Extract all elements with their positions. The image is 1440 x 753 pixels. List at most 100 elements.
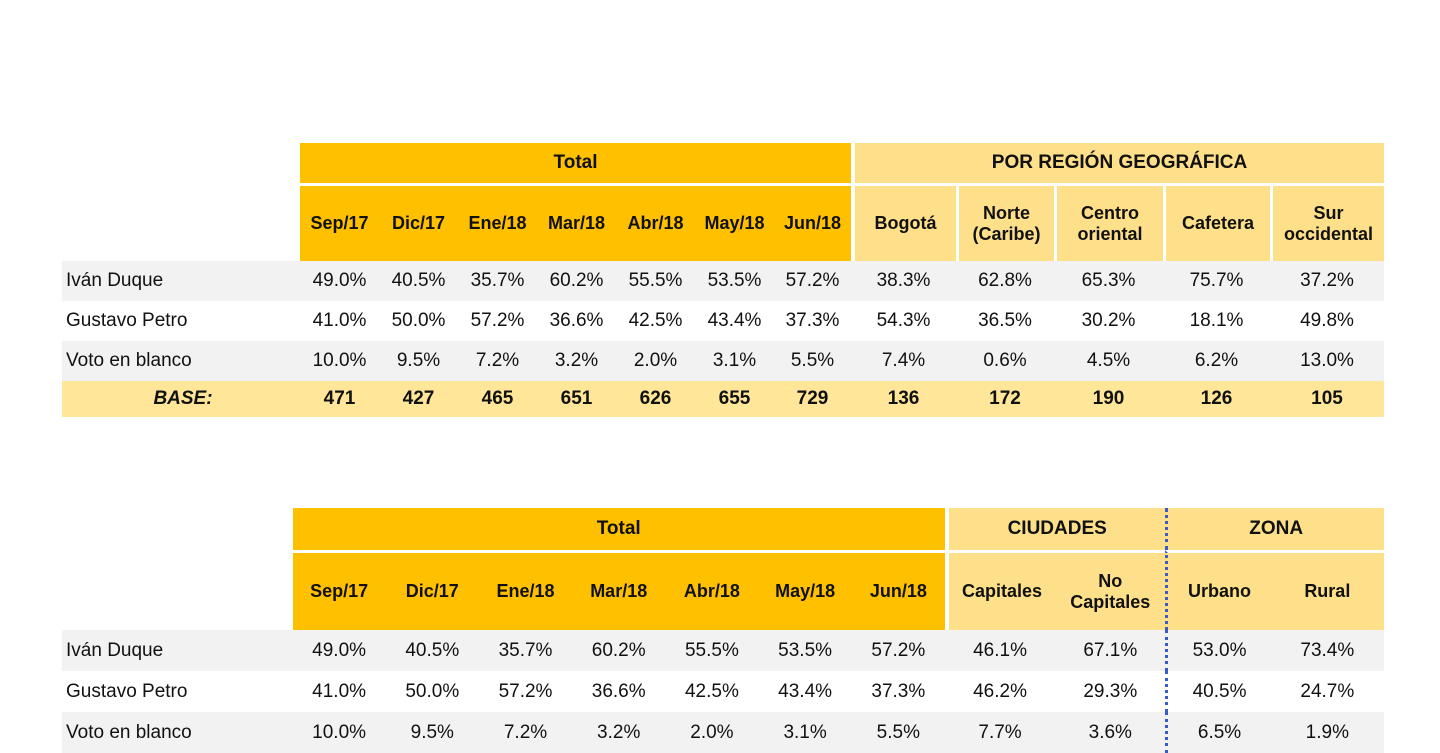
base-value-cell: 427 xyxy=(379,381,458,417)
value-cell: 7.2% xyxy=(458,341,537,381)
region-header: Bogotá xyxy=(851,183,957,261)
value-cell: 4.5% xyxy=(1054,341,1164,381)
region-header: Cafetera xyxy=(1163,183,1271,261)
value-cell: 46.2% xyxy=(944,671,1056,712)
value-cell: 73.4% xyxy=(1270,630,1384,671)
base-value-cell: 105 xyxy=(1270,381,1385,417)
value-cell: 46.1% xyxy=(944,630,1056,671)
month-header: May/18 xyxy=(695,183,774,261)
base-value-cell: 471 xyxy=(300,381,379,417)
row-label: Voto en blanco xyxy=(62,341,300,381)
value-cell: 7.2% xyxy=(478,712,573,753)
month-header: Dic/17 xyxy=(379,183,458,261)
table-row: Gustavo Petro 41.0% 50.0% 57.2% 36.6% 42.5% 43… xyxy=(62,671,1384,712)
value-cell: 3.2% xyxy=(537,341,616,381)
value-cell: 53.5% xyxy=(758,630,852,671)
value-cell: 2.0% xyxy=(665,712,759,753)
region-header: Sur occidental xyxy=(1270,183,1385,261)
table-row: Voto en blanco 10.0% 9.5% 7.2% 3.2% 2.0% 3.1% 5… xyxy=(62,341,1385,381)
base-value-cell: 172 xyxy=(956,381,1055,417)
base-value-cell: 729 xyxy=(774,381,852,417)
region-header: Norte (Caribe) xyxy=(956,183,1055,261)
ciudades-header: No Capitales xyxy=(1055,550,1166,630)
value-cell: 38.3% xyxy=(851,261,957,301)
row-label: Voto en blanco xyxy=(62,712,293,753)
value-cell: 37.2% xyxy=(1270,261,1385,301)
value-cell: 9.5% xyxy=(379,341,458,381)
month-header: Ene/18 xyxy=(458,183,537,261)
value-cell: 53.5% xyxy=(695,261,774,301)
value-cell: 43.4% xyxy=(758,671,852,712)
table-row: Iván Duque 49.0% 40.5% 35.7% 60.2% 55.5% 53.5%… xyxy=(62,261,1385,301)
table-row: Iván Duque 49.0% 40.5% 35.7% 60.2% 55.5% 53.5%… xyxy=(62,630,1384,671)
base-value-cell: 655 xyxy=(695,381,774,417)
value-cell: 3.2% xyxy=(572,712,666,753)
zona-header: Rural xyxy=(1270,550,1384,630)
value-cell: 7.7% xyxy=(944,712,1056,753)
value-cell: 1.9% xyxy=(1270,712,1384,753)
value-cell: 5.5% xyxy=(851,712,945,753)
month-header: Sep/17 xyxy=(292,550,386,630)
value-cell: 65.3% xyxy=(1054,261,1164,301)
value-cell: 3.1% xyxy=(695,341,774,381)
cities-zone-table: Total CIUDADES ZONA Sep/17 Dic/17 Ene/18… xyxy=(62,508,1384,753)
value-cell: 6.5% xyxy=(1165,712,1271,753)
value-cell: 57.2% xyxy=(851,630,945,671)
zona-header: Urbano xyxy=(1165,550,1271,630)
value-cell: 18.1% xyxy=(1163,301,1271,341)
month-header: Abr/18 xyxy=(616,183,695,261)
value-cell: 42.5% xyxy=(665,671,759,712)
base-value-cell: 626 xyxy=(616,381,695,417)
value-cell: 6.2% xyxy=(1163,341,1271,381)
value-cell: 37.3% xyxy=(774,301,852,341)
value-cell: 43.4% xyxy=(695,301,774,341)
month-header: Sep/17 xyxy=(300,183,379,261)
region-table: Total POR REGIÓN GEOGRÁFICA Sep/17 Dic/1… xyxy=(62,143,1385,417)
base-row: BASE: 471 427 465 651 626 655 729 136 172 190 126 10… xyxy=(62,381,1385,417)
table-row: Voto en blanco 10.0% 9.5% 7.2% 3.2% 2.0% 3.1% 5… xyxy=(62,712,1384,753)
value-cell: 62.8% xyxy=(956,261,1055,301)
value-cell: 54.3% xyxy=(851,301,957,341)
value-cell: 42.5% xyxy=(616,301,695,341)
total-group-header: Total xyxy=(300,143,852,183)
value-cell: 13.0% xyxy=(1270,341,1385,381)
value-cell: 50.0% xyxy=(385,671,479,712)
value-cell: 55.5% xyxy=(665,630,759,671)
value-cell: 40.5% xyxy=(385,630,479,671)
value-cell: 35.7% xyxy=(478,630,573,671)
value-cell: 53.0% xyxy=(1165,630,1271,671)
month-header: Dic/17 xyxy=(385,550,479,630)
value-cell: 60.2% xyxy=(572,630,666,671)
value-cell: 24.7% xyxy=(1270,671,1384,712)
row-label: Gustavo Petro xyxy=(62,301,300,341)
row-label: Iván Duque xyxy=(62,630,293,671)
month-header: May/18 xyxy=(758,550,852,630)
value-cell: 7.4% xyxy=(851,341,957,381)
value-cell: 36.6% xyxy=(572,671,666,712)
base-value-cell: 651 xyxy=(537,381,616,417)
value-cell: 3.6% xyxy=(1055,712,1166,753)
value-cell: 57.2% xyxy=(478,671,573,712)
value-cell: 40.5% xyxy=(379,261,458,301)
region-group-header: POR REGIÓN GEOGRÁFICA xyxy=(851,143,1385,183)
value-cell: 49.0% xyxy=(300,261,379,301)
base-value-cell: 126 xyxy=(1163,381,1271,417)
value-cell: 49.0% xyxy=(292,630,386,671)
zona-group-header: ZONA xyxy=(1165,508,1384,550)
value-cell: 0.6% xyxy=(956,341,1055,381)
base-value-cell: 465 xyxy=(458,381,537,417)
value-cell: 37.3% xyxy=(851,671,945,712)
value-cell: 41.0% xyxy=(300,301,379,341)
base-value-cell: 136 xyxy=(851,381,957,417)
value-cell: 60.2% xyxy=(537,261,616,301)
value-cell: 35.7% xyxy=(458,261,537,301)
value-cell: 57.2% xyxy=(774,261,852,301)
value-cell: 30.2% xyxy=(1054,301,1164,341)
month-header: Abr/18 xyxy=(665,550,759,630)
region-header: Centro oriental xyxy=(1054,183,1164,261)
value-cell: 40.5% xyxy=(1165,671,1271,712)
value-cell: 10.0% xyxy=(292,712,386,753)
value-cell: 41.0% xyxy=(292,671,386,712)
ciudades-header: Capitales xyxy=(944,550,1056,630)
month-header: Mar/18 xyxy=(537,183,616,261)
